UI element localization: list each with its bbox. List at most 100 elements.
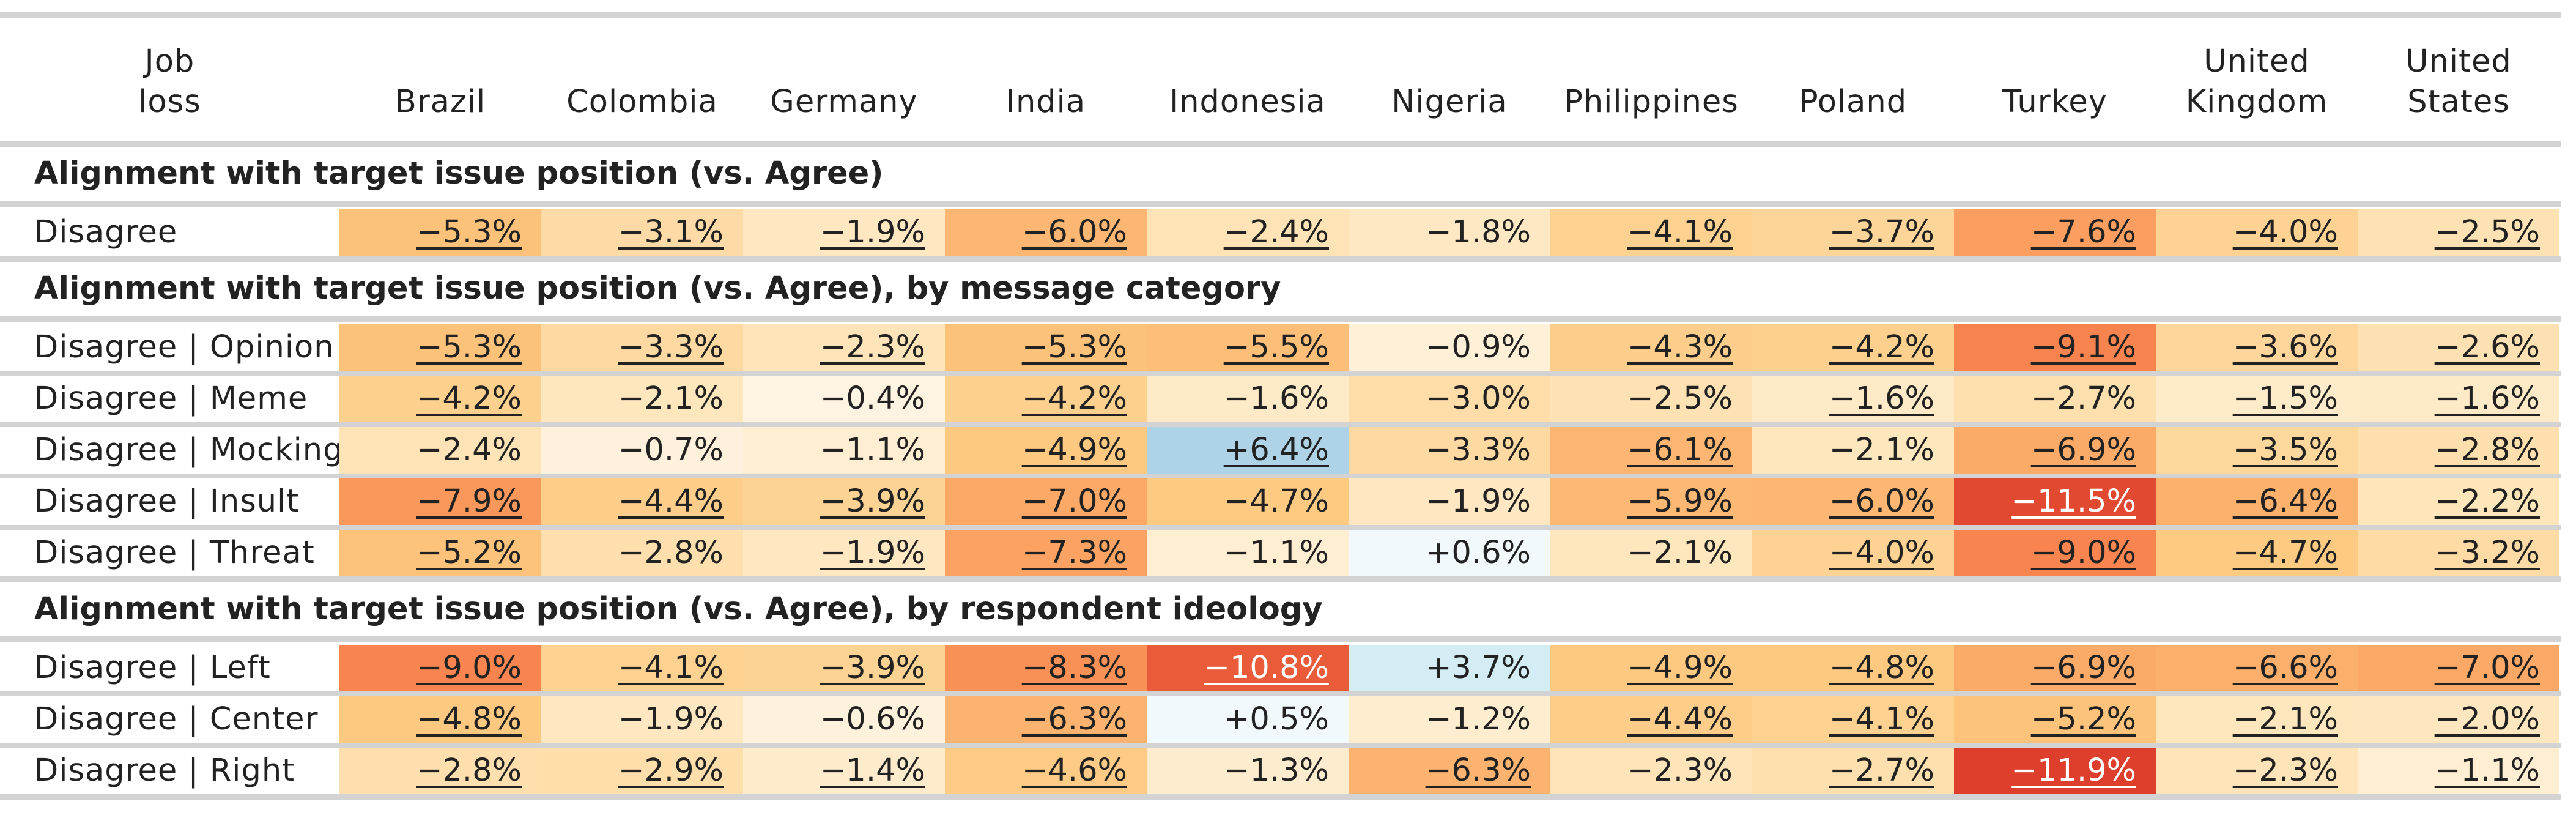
table-cell: −4.3%: [1550, 324, 1752, 371]
table-cell: −3.3%: [1349, 427, 1550, 474]
table-rule: [0, 636, 2561, 642]
row-label: Disagree | Mocking: [34, 432, 344, 468]
table-cell: −2.4%: [1147, 209, 1349, 256]
table-cell: −6.9%: [1954, 427, 2156, 474]
table-cell: −3.6%: [2156, 324, 2358, 371]
group-title: Alignment with target issue position (vs…: [34, 270, 1281, 307]
table-cell: −4.4%: [1550, 696, 1752, 743]
table-cell: −4.0%: [1752, 530, 1954, 576]
table-cell: −2.1%: [1752, 427, 1954, 474]
table-cell: −4.1%: [1752, 696, 1954, 743]
column-header: India: [1005, 84, 1086, 120]
row-label: Disagree | Insult: [34, 483, 300, 519]
table-cell: −1.9%: [541, 696, 743, 743]
table-cell: −4.1%: [541, 645, 743, 691]
table-cell: −1.4%: [743, 748, 945, 794]
table-rule: [0, 525, 2561, 530]
table-cell: +3.7%: [1349, 645, 1550, 691]
table-cell: −7.3%: [945, 530, 1147, 576]
table-cell: −3.1%: [541, 209, 743, 256]
table-rule: [0, 141, 2561, 147]
table-cell: −2.2%: [2358, 478, 2559, 525]
row-label: Disagree | Meme: [34, 381, 308, 417]
table-cell: −4.6%: [945, 748, 1147, 794]
table-cell: −5.2%: [339, 530, 541, 576]
table-cell: −0.7%: [541, 427, 743, 474]
table-rule: [0, 422, 2561, 427]
table-cell: −9.0%: [339, 645, 541, 691]
table-cell: −5.3%: [339, 324, 541, 371]
table-cell: −0.9%: [1349, 324, 1550, 371]
table-cell: −3.9%: [743, 645, 945, 691]
table-cell: −4.1%: [1550, 209, 1752, 256]
column-header: Nigeria: [1391, 84, 1508, 120]
table-cell: −6.6%: [2156, 645, 2358, 691]
table-rule: [0, 474, 2561, 478]
table-cell: −7.6%: [1954, 209, 2156, 256]
row-label: Disagree: [34, 214, 178, 250]
table-cell: −6.3%: [945, 696, 1147, 743]
table-cell: −4.4%: [541, 478, 743, 525]
table-rule: [0, 316, 2561, 322]
table-cell: −4.7%: [1147, 478, 1349, 525]
table-rule: [0, 691, 2561, 696]
table-cell: −7.0%: [2358, 645, 2559, 691]
table-cell: −1.1%: [2358, 748, 2559, 794]
table-cell: −0.6%: [743, 696, 945, 743]
table-cell: −1.1%: [743, 427, 945, 474]
row-label: Disagree | Opinion: [34, 329, 335, 365]
table-cell: −1.6%: [1752, 376, 1954, 422]
table-rule: [0, 371, 2561, 376]
table-cell: −4.8%: [339, 696, 541, 743]
table-cell: −1.3%: [1147, 748, 1349, 794]
table-cell: −3.0%: [1349, 376, 1550, 422]
table-cell: −9.0%: [1954, 530, 2156, 576]
table-cell: −11.5%: [1954, 478, 2156, 525]
column-header: Colombia: [566, 84, 718, 120]
column-header: United Kingdom: [2185, 43, 2328, 120]
table-cell: −2.7%: [1752, 748, 1954, 794]
table-cell: −3.3%: [541, 324, 743, 371]
column-header: Turkey: [2002, 84, 2108, 120]
table-cell: −6.9%: [1954, 645, 2156, 691]
table-cell: −5.5%: [1147, 324, 1349, 371]
table-cell: −1.9%: [743, 209, 945, 256]
column-header: Philippines: [1564, 84, 1739, 120]
table-cell: −4.7%: [2156, 530, 2358, 576]
table-cell: −3.9%: [743, 478, 945, 525]
table-cell: −8.3%: [945, 645, 1147, 691]
column-header: United States: [2405, 43, 2512, 120]
table-cell: −2.5%: [2358, 209, 2559, 256]
table-cell: −1.5%: [2156, 376, 2358, 422]
table-cell: −0.4%: [743, 376, 945, 422]
row-label: Disagree | Right: [34, 753, 295, 789]
table-cell: −1.1%: [1147, 530, 1349, 576]
table-cell: −9.1%: [1954, 324, 2156, 371]
table-cell: −4.0%: [2156, 209, 2358, 256]
table-cell: −7.0%: [945, 478, 1147, 525]
group-title: Alignment with target issue position (vs…: [34, 155, 884, 192]
table-cell: −4.2%: [945, 376, 1147, 422]
table-cell: −2.7%: [1954, 376, 2156, 422]
column-header: Indonesia: [1169, 84, 1326, 120]
column-header: Brazil: [394, 84, 486, 120]
table-cell: −6.0%: [945, 209, 1147, 256]
table-cell: −2.1%: [1550, 530, 1752, 576]
table-cell: −2.3%: [743, 324, 945, 371]
column-header: Germany: [770, 84, 918, 120]
table-rule: [0, 576, 2561, 582]
table-cell: −1.8%: [1349, 209, 1550, 256]
table-rule: [0, 12, 2561, 18]
table-cell: −11.9%: [1954, 748, 2156, 794]
table-cell: −2.3%: [2156, 748, 2358, 794]
table-cell: −6.3%: [1349, 748, 1550, 794]
table-rule: [0, 743, 2561, 748]
table-cell: −10.8%: [1147, 645, 1349, 691]
row-label: Disagree | Threat: [34, 535, 315, 571]
group-title: Alignment with target issue position (vs…: [34, 591, 1323, 627]
table-cell: −6.4%: [2156, 478, 2358, 525]
table-cell: −2.6%: [2358, 324, 2559, 371]
table-cell: −2.3%: [1550, 748, 1752, 794]
table-cell: −1.9%: [1349, 478, 1550, 525]
table-cell: −2.4%: [339, 427, 541, 474]
